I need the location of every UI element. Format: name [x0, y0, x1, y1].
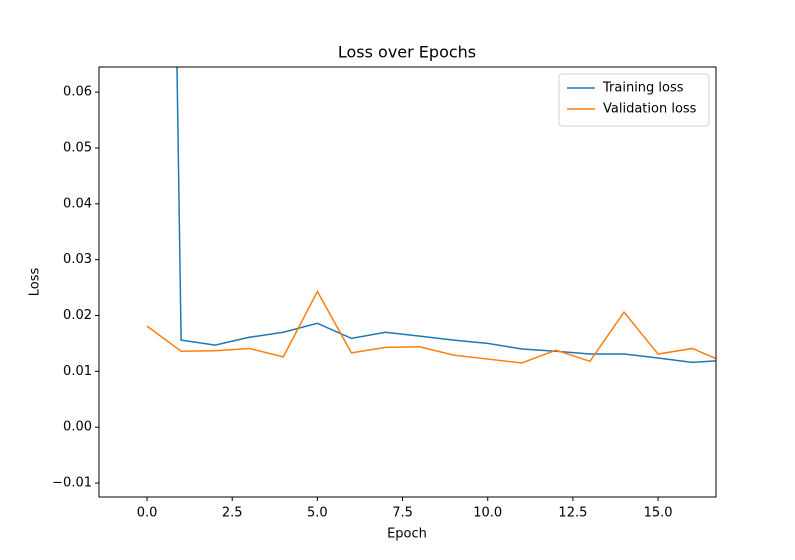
- y-tick-label: 0.05: [63, 140, 92, 155]
- x-axis-label: Epoch: [387, 527, 427, 542]
- x-tick-label: 12.5: [558, 506, 587, 521]
- y-tick-label: 0.04: [63, 196, 92, 211]
- y-tick-label: 0.01: [63, 364, 92, 379]
- y-axis-label: Loss: [28, 268, 43, 297]
- x-tick-label: 5.0: [307, 506, 328, 521]
- y-tick-label: 0.06: [63, 85, 92, 100]
- legend-label: Training loss: [602, 81, 684, 96]
- x-tick-label: 2.5: [222, 506, 243, 521]
- data-line: [146, 289, 716, 364]
- y-tick-label: 0.02: [63, 308, 92, 323]
- y-tick-label: 0.00: [63, 420, 92, 435]
- y-tick-label: 0.03: [63, 252, 92, 267]
- x-tick-label: 0.0: [137, 506, 158, 521]
- x-tick-label: 7.5: [392, 506, 413, 521]
- x-tick-label: 15.0: [644, 506, 673, 521]
- plot-area: [146, 67, 716, 364]
- legend-label: Validation loss: [603, 102, 697, 117]
- legend-box: [558, 73, 710, 127]
- y-tick-label: −0.01: [52, 476, 92, 491]
- chart-title: Loss over Epochs: [338, 43, 476, 62]
- axes-frame: [98, 66, 717, 498]
- x-tick-label: 10.0: [473, 506, 502, 521]
- data-line: [176, 67, 716, 364]
